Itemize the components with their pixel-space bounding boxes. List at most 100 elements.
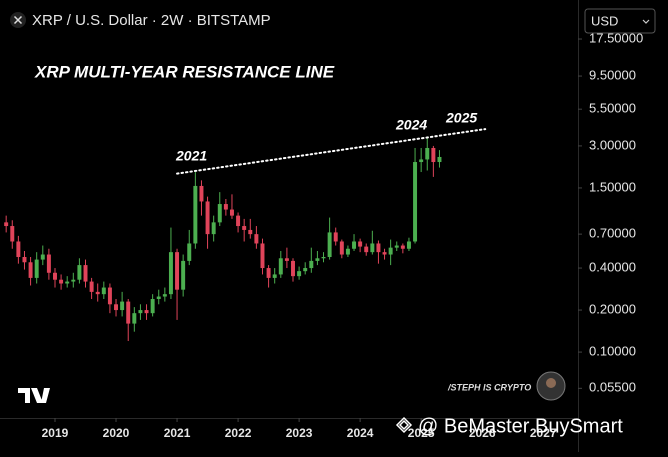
candle-body — [28, 262, 33, 278]
candle-body — [388, 247, 393, 255]
avatar-face — [546, 378, 556, 388]
x-tick-label: 2020 — [103, 426, 130, 440]
annotation: 2024 — [395, 117, 427, 133]
candle-body — [321, 256, 326, 259]
candle-body — [162, 294, 167, 297]
candle-body — [254, 234, 259, 244]
x-tick-label: 2026 — [469, 426, 496, 440]
candle-body — [425, 147, 430, 160]
candle-body — [71, 279, 76, 282]
candle-body — [327, 232, 332, 257]
candle-body — [46, 254, 51, 273]
resistance-line — [176, 128, 487, 175]
x-tick-label: 2024 — [347, 426, 374, 440]
candle-body — [150, 299, 155, 314]
candle-body — [77, 265, 82, 280]
candle-body — [272, 274, 277, 278]
candle-body — [138, 310, 143, 314]
candle-body — [352, 241, 357, 249]
y-tick-label: 0.05500 — [589, 380, 636, 395]
x-tick-label: 2025 — [408, 426, 435, 440]
candle-body — [40, 254, 45, 260]
candle-body — [120, 301, 125, 311]
watermark-logo — [395, 416, 413, 434]
candle-body — [406, 241, 411, 249]
annotation: 2025 — [445, 110, 477, 126]
candle-body — [394, 245, 399, 248]
chart-title: XRP MULTI-YEAR RESISTANCE LINE — [34, 62, 335, 81]
candle-body — [303, 268, 308, 272]
x-tick-label: 2019 — [42, 426, 69, 440]
candle-body — [339, 241, 344, 255]
candle-body — [95, 291, 100, 295]
candle-body — [382, 252, 387, 255]
candle-body — [65, 281, 70, 284]
candle-body — [89, 281, 94, 292]
close-icon-x — [13, 15, 23, 25]
candle-body — [217, 204, 222, 223]
dropdown-caret — [642, 19, 650, 24]
candle-body — [278, 258, 283, 275]
candle-body — [309, 260, 314, 269]
candle-body — [193, 185, 198, 244]
y-tick-label: 0.70000 — [589, 226, 636, 241]
y-tick-label: 0.40000 — [589, 259, 636, 274]
candle-body — [419, 159, 424, 163]
candle-body — [211, 222, 216, 235]
candle-body — [297, 271, 302, 277]
candle-body — [4, 222, 9, 227]
y-tick-label: 9.50000 — [589, 67, 636, 82]
watermark: @ BeMaster BuySmart — [418, 415, 623, 437]
candle-body — [181, 260, 186, 290]
candle-body — [114, 304, 119, 311]
candle-body — [400, 245, 405, 249]
tv-logo — [18, 388, 50, 403]
candle-body — [364, 246, 369, 253]
candle-body — [22, 256, 27, 263]
candle-body — [229, 209, 234, 216]
x-tick-label: 2021 — [164, 426, 191, 440]
candle-body — [144, 310, 149, 314]
candle-body — [260, 243, 265, 269]
candle-body — [107, 287, 112, 305]
candle-body — [236, 215, 241, 227]
candle-body — [199, 185, 204, 202]
candle-body — [370, 243, 375, 253]
credit: /STEPH IS CRYPTO — [447, 382, 531, 392]
candle-body — [358, 241, 363, 247]
candle-body — [16, 241, 21, 257]
candle-body — [266, 268, 271, 278]
y-tick-label: 3.00000 — [589, 137, 636, 152]
candle-body — [132, 313, 137, 324]
candle-body — [187, 243, 192, 261]
currency-dropdown[interactable] — [584, 8, 656, 34]
candle-body — [315, 258, 320, 261]
candle-body — [248, 229, 253, 235]
candle-body — [156, 296, 161, 300]
candle-body — [431, 147, 436, 163]
candle-body — [291, 260, 295, 277]
currency-label: USD — [591, 13, 618, 28]
candle-body — [413, 162, 418, 242]
candle-body — [223, 204, 228, 210]
candle-body — [175, 252, 180, 290]
candle-body — [83, 265, 88, 282]
candle-body — [10, 226, 15, 242]
candle-body — [284, 258, 289, 261]
y-tick-label: 17.50000 — [589, 30, 643, 45]
candle-body — [437, 156, 442, 163]
candle-body — [376, 243, 381, 253]
candle-body — [168, 252, 173, 295]
candle-body — [345, 248, 350, 255]
x-tick-label: 2022 — [225, 426, 252, 440]
y-tick-label: 0.10000 — [589, 344, 636, 359]
candle-body — [59, 279, 64, 284]
header-title: XRP / U.S. Dollar · 2W · BITSTAMP — [32, 12, 271, 29]
y-tick-label: 1.50000 — [589, 179, 636, 194]
candle-body — [101, 287, 106, 295]
x-tick-label: 2023 — [286, 426, 313, 440]
candle-body — [333, 232, 338, 242]
y-tick-label: 0.20000 — [589, 301, 636, 316]
y-tick-label: 5.50000 — [589, 101, 636, 116]
